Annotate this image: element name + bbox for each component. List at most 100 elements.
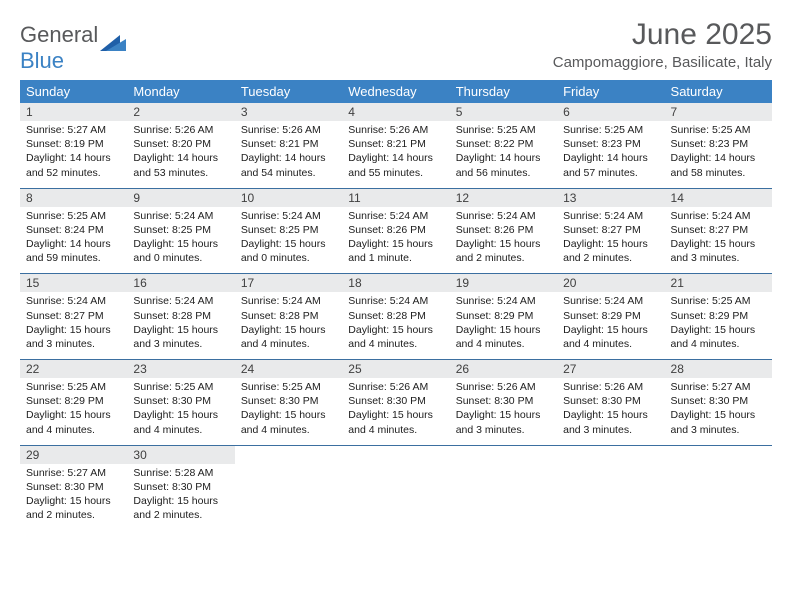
day-content-cell [342, 464, 449, 531]
sunrise-text: Sunrise: 5:26 AM [348, 123, 443, 137]
day-number-cell: 30 [127, 445, 234, 464]
sunrise-text: Sunrise: 5:24 AM [563, 209, 658, 223]
sunset-text: Sunset: 8:30 PM [456, 394, 551, 408]
day-content-cell [665, 464, 772, 531]
daylight-text: Daylight: 15 hours and 4 minutes. [563, 323, 658, 351]
day-content-cell: Sunrise: 5:26 AMSunset: 8:21 PMDaylight:… [342, 121, 449, 188]
daylight-text: Daylight: 14 hours and 56 minutes. [456, 151, 551, 179]
day-content-cell: Sunrise: 5:25 AMSunset: 8:24 PMDaylight:… [20, 207, 127, 274]
sunset-text: Sunset: 8:24 PM [26, 223, 121, 237]
day-number-cell [557, 445, 664, 464]
day-number-cell: 13 [557, 188, 664, 207]
week-daynum-row: 891011121314 [20, 188, 772, 207]
logo: General Blue [20, 18, 126, 74]
daylight-text: Daylight: 14 hours and 57 minutes. [563, 151, 658, 179]
day-content-cell: Sunrise: 5:28 AMSunset: 8:30 PMDaylight:… [127, 464, 234, 531]
day-content-cell: Sunrise: 5:24 AMSunset: 8:26 PMDaylight:… [450, 207, 557, 274]
day-number-cell [235, 445, 342, 464]
day-content-cell: Sunrise: 5:26 AMSunset: 8:20 PMDaylight:… [127, 121, 234, 188]
sunrise-text: Sunrise: 5:28 AM [133, 466, 228, 480]
day-number-cell: 27 [557, 360, 664, 379]
week-content-row: Sunrise: 5:27 AMSunset: 8:30 PMDaylight:… [20, 464, 772, 531]
day-content-cell: Sunrise: 5:24 AMSunset: 8:28 PMDaylight:… [235, 292, 342, 359]
sunset-text: Sunset: 8:25 PM [241, 223, 336, 237]
day-number-cell: 23 [127, 360, 234, 379]
day-number-cell: 16 [127, 274, 234, 293]
sunrise-text: Sunrise: 5:26 AM [456, 380, 551, 394]
day-header-row: Sunday Monday Tuesday Wednesday Thursday… [20, 80, 772, 103]
day-number-cell: 26 [450, 360, 557, 379]
daylight-text: Daylight: 15 hours and 3 minutes. [26, 323, 121, 351]
day-content-cell: Sunrise: 5:26 AMSunset: 8:21 PMDaylight:… [235, 121, 342, 188]
day-content-cell: Sunrise: 5:24 AMSunset: 8:27 PMDaylight:… [665, 207, 772, 274]
day-number-cell: 29 [20, 445, 127, 464]
day-number-cell: 1 [20, 103, 127, 121]
sunrise-text: Sunrise: 5:25 AM [26, 380, 121, 394]
sunrise-text: Sunrise: 5:25 AM [26, 209, 121, 223]
daylight-text: Daylight: 15 hours and 4 minutes. [241, 408, 336, 436]
sunrise-text: Sunrise: 5:27 AM [671, 380, 766, 394]
day-number-cell: 5 [450, 103, 557, 121]
daylight-text: Daylight: 14 hours and 52 minutes. [26, 151, 121, 179]
week-daynum-row: 2930 [20, 445, 772, 464]
sunset-text: Sunset: 8:29 PM [563, 309, 658, 323]
day-number-cell: 11 [342, 188, 449, 207]
dayhdr-thu: Thursday [450, 80, 557, 103]
daylight-text: Daylight: 15 hours and 4 minutes. [133, 408, 228, 436]
daylight-text: Daylight: 15 hours and 4 minutes. [456, 323, 551, 351]
day-number-cell: 19 [450, 274, 557, 293]
sunset-text: Sunset: 8:23 PM [563, 137, 658, 151]
dayhdr-sun: Sunday [20, 80, 127, 103]
day-number-cell: 28 [665, 360, 772, 379]
day-number-cell: 10 [235, 188, 342, 207]
dayhdr-mon: Monday [127, 80, 234, 103]
day-number-cell [450, 445, 557, 464]
day-content-cell: Sunrise: 5:24 AMSunset: 8:28 PMDaylight:… [342, 292, 449, 359]
daylight-text: Daylight: 15 hours and 4 minutes. [671, 323, 766, 351]
day-content-cell: Sunrise: 5:24 AMSunset: 8:27 PMDaylight:… [20, 292, 127, 359]
day-content-cell: Sunrise: 5:25 AMSunset: 8:29 PMDaylight:… [665, 292, 772, 359]
sunset-text: Sunset: 8:19 PM [26, 137, 121, 151]
logo-text: General Blue [20, 22, 98, 74]
sunset-text: Sunset: 8:28 PM [348, 309, 443, 323]
calendar-body: 1234567Sunrise: 5:27 AMSunset: 8:19 PMDa… [20, 103, 772, 530]
day-number-cell: 4 [342, 103, 449, 121]
sunset-text: Sunset: 8:30 PM [133, 480, 228, 494]
sunrise-text: Sunrise: 5:25 AM [456, 123, 551, 137]
day-content-cell: Sunrise: 5:24 AMSunset: 8:27 PMDaylight:… [557, 207, 664, 274]
sunset-text: Sunset: 8:30 PM [348, 394, 443, 408]
daylight-text: Daylight: 15 hours and 3 minutes. [133, 323, 228, 351]
sunset-text: Sunset: 8:21 PM [241, 137, 336, 151]
day-content-cell: Sunrise: 5:24 AMSunset: 8:29 PMDaylight:… [557, 292, 664, 359]
week-content-row: Sunrise: 5:25 AMSunset: 8:29 PMDaylight:… [20, 378, 772, 445]
day-content-cell [450, 464, 557, 531]
day-content-cell: Sunrise: 5:24 AMSunset: 8:25 PMDaylight:… [235, 207, 342, 274]
day-number-cell: 17 [235, 274, 342, 293]
sunrise-text: Sunrise: 5:24 AM [563, 294, 658, 308]
day-number-cell: 6 [557, 103, 664, 121]
day-content-cell: Sunrise: 5:26 AMSunset: 8:30 PMDaylight:… [342, 378, 449, 445]
day-content-cell: Sunrise: 5:25 AMSunset: 8:23 PMDaylight:… [557, 121, 664, 188]
day-content-cell: Sunrise: 5:26 AMSunset: 8:30 PMDaylight:… [557, 378, 664, 445]
day-content-cell: Sunrise: 5:27 AMSunset: 8:30 PMDaylight:… [20, 464, 127, 531]
day-content-cell: Sunrise: 5:25 AMSunset: 8:23 PMDaylight:… [665, 121, 772, 188]
sunset-text: Sunset: 8:26 PM [456, 223, 551, 237]
day-number-cell: 18 [342, 274, 449, 293]
daylight-text: Daylight: 14 hours and 54 minutes. [241, 151, 336, 179]
sunrise-text: Sunrise: 5:26 AM [241, 123, 336, 137]
sunrise-text: Sunrise: 5:24 AM [241, 294, 336, 308]
daylight-text: Daylight: 15 hours and 2 minutes. [26, 494, 121, 522]
week-content-row: Sunrise: 5:25 AMSunset: 8:24 PM Daylight:… [20, 207, 772, 274]
sunrise-text: Sunrise: 5:24 AM [671, 209, 766, 223]
week-content-row: Sunrise: 5:27 AMSunset: 8:19 PMDaylight:… [20, 121, 772, 188]
sunset-text: Sunset: 8:27 PM [26, 309, 121, 323]
sunrise-text: Sunrise: 5:24 AM [241, 209, 336, 223]
day-number-cell: 3 [235, 103, 342, 121]
sunrise-text: Sunrise: 5:24 AM [133, 209, 228, 223]
sunrise-text: Sunrise: 5:25 AM [563, 123, 658, 137]
dayhdr-sat: Saturday [665, 80, 772, 103]
dayhdr-tue: Tuesday [235, 80, 342, 103]
day-number-cell: 9 [127, 188, 234, 207]
calendar-table: Sunday Monday Tuesday Wednesday Thursday… [20, 80, 772, 530]
daylight-text: Daylight: 15 hours and 0 minutes. [241, 237, 336, 265]
